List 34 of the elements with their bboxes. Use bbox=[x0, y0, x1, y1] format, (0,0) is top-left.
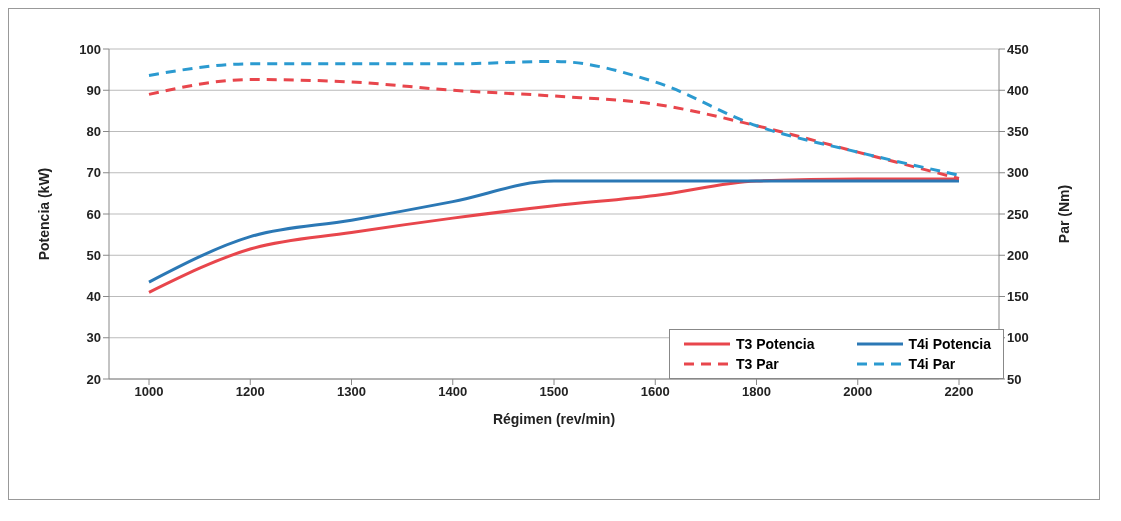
y2-tick-label: 350 bbox=[1007, 124, 1029, 140]
y2-tick-label: 200 bbox=[1007, 247, 1029, 263]
x-axis-title: Régimen (rev/min) bbox=[492, 411, 616, 427]
legend-label: T3 Par bbox=[735, 356, 779, 372]
y-tick-label: 70 bbox=[86, 165, 101, 181]
y-tick-label: 90 bbox=[86, 82, 101, 98]
y2-tick-label: 150 bbox=[1007, 289, 1029, 305]
y2-tick-label: 250 bbox=[1007, 206, 1029, 222]
y2-tick-label: 50 bbox=[1007, 371, 1022, 387]
y2-axis-title: Par (Nm) bbox=[1055, 184, 1072, 244]
x-tick-label: 1600 bbox=[640, 384, 670, 400]
y2-tick-label: 450 bbox=[1007, 41, 1029, 57]
legend-label: T4i Potencia bbox=[908, 336, 991, 352]
y-tick-label: 30 bbox=[86, 330, 101, 346]
y2-tick-label: 400 bbox=[1007, 82, 1029, 98]
y-axis-title: Potencia (kW) bbox=[35, 167, 52, 261]
y-tick-label: 100 bbox=[79, 41, 101, 57]
y-tick-label: 40 bbox=[86, 289, 101, 305]
x-tick-label: 1000 bbox=[134, 384, 164, 400]
x-tick-label: 1800 bbox=[742, 384, 771, 400]
y-tick-label: 20 bbox=[86, 371, 101, 387]
y2-tick-label: 100 bbox=[1007, 330, 1029, 346]
y-tick-label: 50 bbox=[86, 247, 101, 263]
y-tick-label: 60 bbox=[86, 206, 101, 222]
x-tick-label: 1300 bbox=[337, 384, 366, 400]
x-tick-label: 1500 bbox=[539, 384, 569, 400]
legend-label: T4i Par bbox=[908, 356, 956, 372]
x-tick-label: 1400 bbox=[438, 384, 468, 400]
x-tick-label: 2200 bbox=[944, 384, 974, 400]
y2-tick-label: 300 bbox=[1007, 165, 1029, 181]
y-tick-label: 80 bbox=[86, 124, 101, 140]
x-tick-label: 1200 bbox=[235, 384, 265, 400]
legend-label: T3 Potencia bbox=[735, 336, 815, 352]
x-tick-label: 2000 bbox=[843, 384, 873, 400]
